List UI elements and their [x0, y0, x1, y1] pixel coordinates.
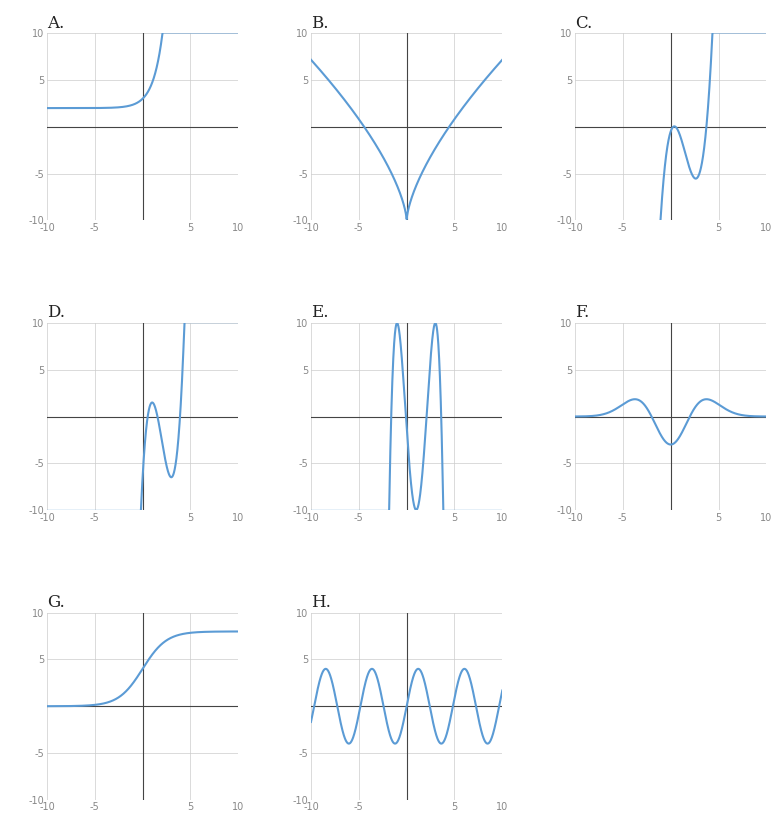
Text: D.: D. [47, 305, 65, 322]
Text: G.: G. [47, 594, 65, 611]
Text: C.: C. [575, 15, 592, 32]
Text: H.: H. [311, 594, 331, 611]
Text: E.: E. [311, 305, 328, 322]
Text: F.: F. [575, 305, 590, 322]
Text: B.: B. [311, 15, 328, 32]
Text: A.: A. [47, 15, 64, 32]
